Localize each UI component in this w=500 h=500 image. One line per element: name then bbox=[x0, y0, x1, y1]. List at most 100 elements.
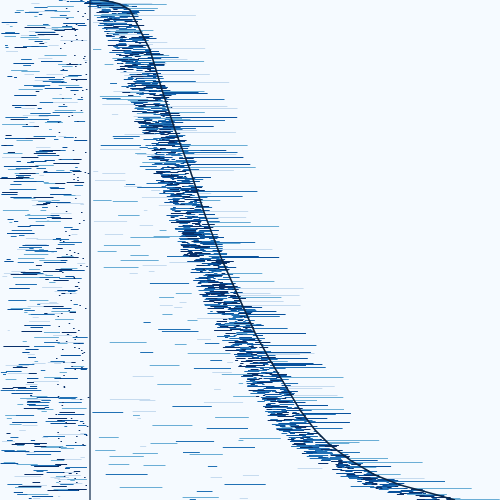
streak bbox=[58, 0, 63, 1]
streak bbox=[432, 498, 437, 499]
streak bbox=[17, 226, 31, 227]
streak bbox=[35, 77, 55, 78]
streak bbox=[305, 453, 317, 454]
streak bbox=[7, 152, 15, 153]
streak bbox=[128, 46, 140, 47]
streak bbox=[60, 268, 78, 269]
streak bbox=[217, 279, 230, 280]
streak bbox=[204, 299, 224, 300]
streak bbox=[129, 45, 145, 46]
streak bbox=[94, 15, 131, 16]
streak bbox=[156, 171, 171, 172]
streak bbox=[158, 90, 171, 91]
streak bbox=[139, 400, 156, 401]
streak bbox=[190, 246, 198, 247]
streak bbox=[252, 328, 288, 329]
streak bbox=[200, 233, 211, 234]
streak bbox=[252, 335, 263, 336]
streak bbox=[145, 129, 159, 130]
streak bbox=[1, 22, 18, 23]
streak bbox=[225, 350, 245, 351]
streak bbox=[233, 326, 251, 327]
streak bbox=[292, 408, 303, 409]
streak bbox=[274, 411, 287, 412]
streak bbox=[213, 278, 216, 279]
streak bbox=[230, 310, 237, 311]
streak bbox=[43, 262, 67, 263]
streak bbox=[171, 119, 191, 120]
streak bbox=[259, 373, 266, 374]
streak bbox=[100, 145, 141, 146]
streak bbox=[215, 288, 220, 289]
streak bbox=[209, 300, 223, 301]
streak bbox=[263, 388, 281, 389]
streak bbox=[4, 36, 16, 37]
streak bbox=[74, 286, 79, 287]
streak bbox=[373, 474, 401, 475]
streak bbox=[28, 405, 49, 406]
streak bbox=[101, 7, 110, 8]
streak bbox=[16, 445, 24, 446]
streak bbox=[172, 179, 175, 180]
speck bbox=[73, 252, 76, 253]
streak bbox=[229, 318, 233, 319]
streak bbox=[185, 255, 204, 256]
streak bbox=[133, 49, 151, 50]
speck bbox=[83, 58, 85, 59]
streak bbox=[110, 31, 143, 32]
streak bbox=[211, 257, 219, 258]
streak bbox=[7, 373, 30, 374]
streak bbox=[387, 485, 404, 486]
speck bbox=[66, 254, 68, 255]
streak bbox=[80, 433, 87, 434]
speck bbox=[72, 150, 75, 151]
speck bbox=[74, 339, 76, 340]
streak bbox=[65, 76, 79, 77]
streak bbox=[315, 442, 329, 443]
streak bbox=[176, 178, 196, 179]
streak bbox=[46, 74, 64, 75]
streak bbox=[44, 42, 48, 43]
streak bbox=[63, 23, 85, 24]
streak bbox=[54, 291, 67, 292]
streak bbox=[307, 436, 318, 437]
streak bbox=[191, 253, 211, 254]
speck bbox=[57, 122, 60, 123]
streak bbox=[58, 398, 76, 399]
streak bbox=[41, 400, 51, 401]
streak bbox=[71, 79, 87, 80]
streak bbox=[228, 342, 245, 343]
speck bbox=[71, 366, 73, 367]
streak bbox=[77, 99, 84, 100]
streak bbox=[207, 313, 222, 314]
streak bbox=[143, 76, 163, 77]
streak bbox=[80, 0, 83, 1]
streak bbox=[217, 295, 222, 296]
streak bbox=[29, 225, 45, 226]
streak bbox=[60, 448, 75, 449]
streak bbox=[66, 18, 69, 19]
streak bbox=[7, 330, 10, 331]
streak bbox=[111, 35, 126, 36]
streak bbox=[295, 428, 302, 429]
streak bbox=[145, 145, 152, 146]
streak bbox=[241, 349, 247, 350]
streak bbox=[42, 287, 63, 288]
speck bbox=[64, 43, 66, 44]
streak bbox=[189, 199, 200, 200]
streak bbox=[116, 54, 122, 55]
streak bbox=[324, 459, 327, 460]
streak bbox=[7, 233, 12, 234]
streak bbox=[137, 154, 156, 155]
streak bbox=[3, 145, 7, 146]
streak bbox=[5, 45, 8, 46]
streak bbox=[182, 497, 219, 498]
streak bbox=[137, 105, 141, 106]
streak bbox=[203, 289, 224, 290]
streak bbox=[309, 446, 326, 447]
streak bbox=[147, 57, 154, 58]
streak bbox=[137, 122, 151, 123]
speck bbox=[73, 174, 75, 175]
streak bbox=[153, 95, 172, 96]
streak bbox=[133, 32, 142, 33]
